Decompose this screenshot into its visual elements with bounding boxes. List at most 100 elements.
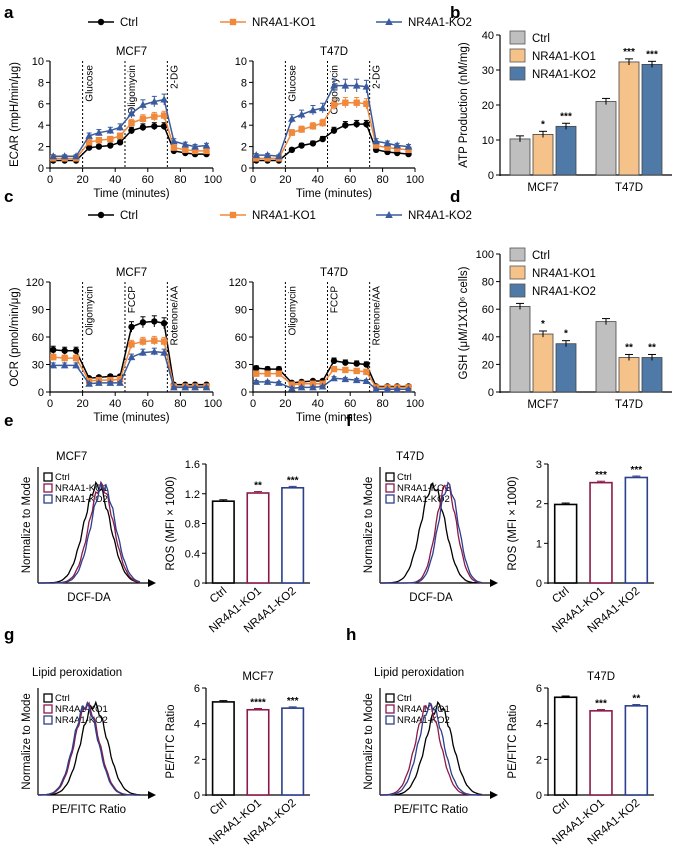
- data-point: [203, 147, 210, 155]
- data-point: [372, 385, 380, 393]
- y-tick-label: 10: [235, 56, 247, 68]
- bar: [595, 101, 617, 176]
- y-tick-label: 1: [536, 538, 542, 550]
- data-point: [342, 99, 349, 106]
- data-point: [362, 82, 371, 90]
- data-point: [181, 383, 190, 391]
- legend-entry-0: Ctrl: [120, 210, 138, 222]
- data-point: [298, 126, 305, 133]
- hist-legend-box: [43, 715, 53, 725]
- bar: [641, 64, 663, 176]
- data-point: [160, 95, 168, 103]
- legend-entry-1: NR4A1-KO1: [532, 51, 596, 63]
- bar-title: MCF7: [242, 671, 273, 683]
- hist-y-label: Normalize to Mode: [21, 477, 33, 574]
- data-point: [404, 385, 413, 393]
- hist-x-label: PE/FITC Ratio: [394, 804, 468, 816]
- x-tick-label: 20: [279, 174, 291, 186]
- bar: [281, 486, 305, 584]
- bar: [553, 696, 578, 796]
- panel-label-b: b: [450, 3, 460, 22]
- x-tick-label: 60: [344, 174, 356, 186]
- bar: [246, 492, 270, 584]
- data-point: [95, 128, 103, 136]
- data-point: [253, 370, 260, 377]
- data-point: [139, 100, 147, 108]
- data-point: [116, 378, 124, 386]
- hist-arrow-icon: [490, 579, 498, 587]
- data-point: [342, 366, 349, 374]
- y-tick-label: 0: [241, 163, 247, 175]
- data-point: [191, 147, 199, 155]
- legend-swatch-0: [509, 247, 526, 262]
- data-point: [116, 123, 124, 131]
- x-tick-label: 20: [76, 174, 88, 186]
- y-tick-label: 40: [482, 332, 494, 344]
- x-tick-label: 40: [312, 174, 324, 186]
- data-point: [252, 151, 261, 159]
- panel-label-g: g: [4, 625, 14, 644]
- bar: [509, 138, 531, 176]
- significance-marker: ****: [250, 697, 266, 708]
- data-point: [330, 374, 338, 382]
- data-point: [383, 385, 392, 393]
- data-point: [151, 123, 158, 130]
- y-axis-label: ROS (MFI × 1000): [165, 476, 177, 570]
- y-tick-label: 30: [32, 360, 44, 372]
- injection-label: Oligomycin: [330, 65, 341, 114]
- injection-label: Glucose: [85, 65, 96, 102]
- x-tick-label: 80: [174, 398, 186, 410]
- data-point: [127, 353, 136, 361]
- data-point: [372, 142, 380, 149]
- legend-entry-1: NR4A1-KO1: [532, 268, 596, 280]
- x-tick-label: 20: [279, 398, 291, 410]
- y-tick-label: 80: [482, 277, 494, 289]
- hist-legend-box: [385, 715, 395, 725]
- y-tick-label: 3: [536, 459, 542, 471]
- data-point: [72, 347, 80, 354]
- hist-curve-2: [380, 702, 482, 796]
- y-tick-label: 6: [241, 99, 247, 111]
- bar: [589, 710, 613, 796]
- y-tick-label: 10: [32, 56, 44, 68]
- bar: [553, 503, 578, 584]
- y-tick-label: 8: [241, 77, 247, 89]
- hist-legend-box: [43, 483, 53, 493]
- data-point: [85, 131, 93, 139]
- data-point: [85, 139, 93, 146]
- injection-label: Oligomycin: [127, 65, 138, 114]
- bar: [532, 333, 554, 393]
- legend-entry-1: NR4A1-KO1: [252, 210, 316, 222]
- y-axis-label: GSH (μM/1X10⁶ cells): [458, 266, 470, 379]
- x-tick-label: 100: [204, 174, 222, 186]
- data-point: [288, 114, 296, 122]
- y-axis-label: PE/FITC Ratio: [507, 704, 519, 778]
- y-tick-label: 6: [194, 683, 200, 695]
- y-tick-label: 2: [241, 142, 247, 154]
- data-point: [353, 120, 360, 128]
- data-point: [61, 354, 68, 362]
- bar: [555, 125, 577, 176]
- x-axis-label: Time (minutes): [93, 412, 169, 424]
- hist-curve-2: [37, 700, 140, 796]
- data-point: [264, 155, 271, 162]
- data-point: [363, 100, 370, 107]
- y-tick-label: 6: [536, 683, 542, 695]
- legend-swatch-1: [509, 48, 526, 63]
- data-point: [191, 383, 199, 391]
- data-point: [60, 361, 69, 369]
- data-point: [252, 377, 261, 385]
- data-point: [353, 360, 360, 367]
- legend-entry-2: NR4A1-KO2: [408, 17, 472, 29]
- data-point: [139, 319, 147, 326]
- data-point: [160, 320, 168, 327]
- category-label: MCF7: [527, 399, 558, 411]
- hist-y-label: Normalize to Mode: [21, 693, 33, 790]
- data-point: [342, 359, 349, 366]
- y-axis-label: ATP Production (nM/mg): [458, 42, 470, 168]
- data-point: [363, 368, 370, 376]
- bar-title: T47D: [587, 671, 615, 683]
- hist-title: MCF7: [56, 451, 87, 463]
- significance-marker: ***: [646, 49, 658, 60]
- y-tick-label: 0: [241, 387, 247, 399]
